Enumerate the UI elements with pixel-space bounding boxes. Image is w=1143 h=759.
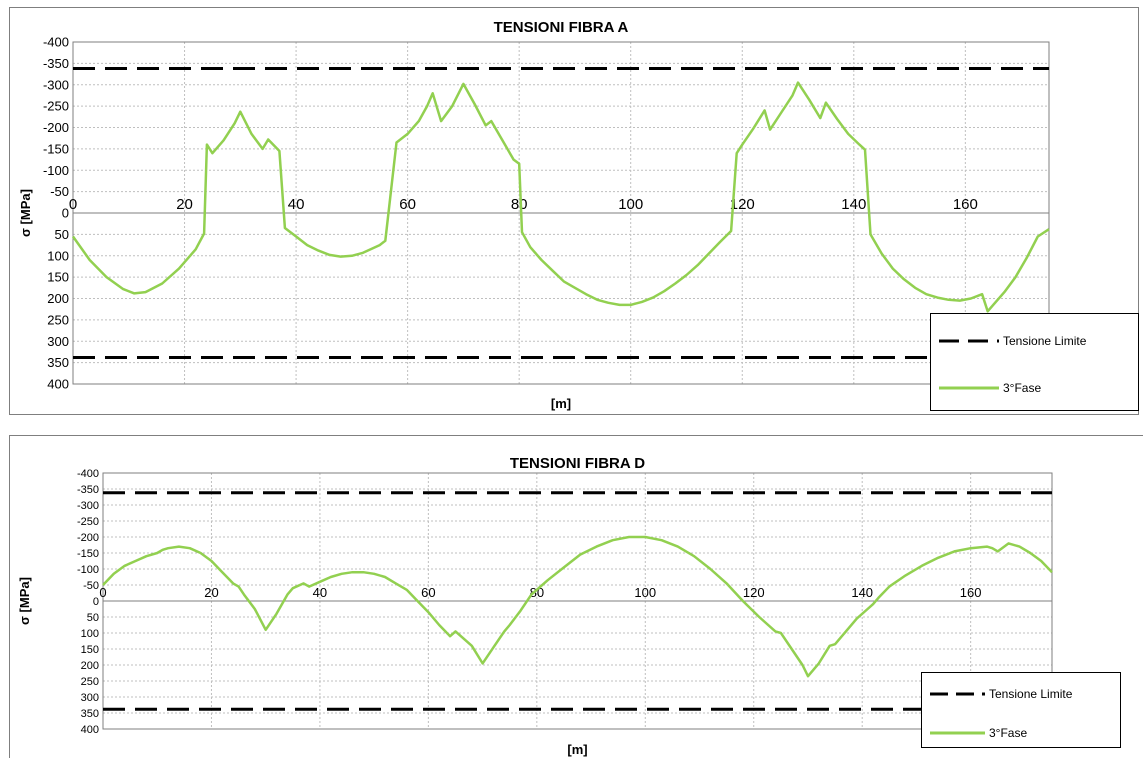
y-tick-label: 100 [81, 628, 99, 640]
y-tick-label: 150 [81, 644, 99, 656]
x-tick-label: 100 [618, 196, 643, 213]
x-tick-label: 80 [511, 196, 528, 213]
x-tick-label: 120 [730, 196, 755, 213]
y-tick-label: 200 [47, 291, 69, 306]
y-tick-label: 100 [47, 248, 69, 263]
chart-title: TENSIONI FIBRA D [510, 455, 645, 472]
y-tick-label: 400 [47, 377, 69, 392]
legend-line-solid [939, 386, 999, 390]
y-tick-label: 400 [81, 724, 99, 736]
legend-item-3-fase: 3°Fase [930, 726, 1027, 740]
chart-title: TENSIONI FIBRA A [494, 19, 629, 36]
y-tick-label: -50 [50, 184, 69, 199]
x-tick-label: 40 [288, 196, 305, 213]
chart-panel-fibra-d: -400 -350 -300 -250 -200 -150 -100 -50 0 50 100 150… [9, 435, 1143, 758]
legend-line-dashed [939, 339, 999, 343]
x-tick-label: 100 [634, 585, 656, 600]
y-tick-label: 350 [47, 355, 69, 370]
legend-item-tensione-limite: Tensione Limite [930, 687, 1072, 701]
y-tick-label: -250 [43, 99, 69, 114]
y-tick-label: -300 [77, 500, 99, 512]
y-axis-label: σ [MPa] [18, 189, 33, 237]
legend-label-tensione-limite: Tensione Limite [989, 687, 1073, 701]
legend-item-3-fase: 3°Fase [939, 381, 1041, 395]
legend-label-3-fase: 3°Fase [989, 726, 1028, 740]
x-tick-label: 60 [399, 196, 416, 213]
series-3-fase [102, 535, 1053, 678]
x-tick-label: 20 [204, 585, 218, 600]
y-tick-label: -200 [43, 120, 69, 135]
y-tick-label: -200 [77, 532, 99, 544]
y-tick-label: -150 [77, 548, 99, 560]
y-tick-label: 0 [93, 596, 99, 608]
x-tick-label: 0 [69, 196, 77, 213]
y-tick-label: 0 [62, 206, 69, 221]
x-tick-label: 60 [421, 585, 435, 600]
legend-label-3-fase: 3°Fase [1003, 381, 1042, 395]
y-axis-label: σ [MPa] [17, 577, 32, 625]
legend-line-dashed [930, 692, 985, 696]
x-tick-label: 140 [841, 196, 866, 213]
y-tick-label: 250 [81, 676, 99, 688]
legend-label-tensione-limite: Tensione Limite [1003, 334, 1087, 348]
y-tick-label: 150 [47, 270, 69, 285]
x-axis-label: [m] [567, 742, 587, 757]
y-tick-label: -50 [83, 580, 99, 592]
series-3-fase [71, 81, 1050, 313]
chart-panel-fibra-a: -400 -350 -300 -250 -200 -150 -100 -50 0 50 100 150… [9, 7, 1139, 415]
y-tick-label: -350 [77, 484, 99, 496]
legend-line-solid [930, 731, 985, 735]
x-tick-label: 160 [953, 196, 978, 213]
y-tick-label: 50 [87, 612, 99, 624]
x-tick-label: 40 [313, 585, 327, 600]
chart-fibra-d: -400-350-300-250-200-150-100-50050100150… [17, 455, 1053, 757]
y-tick-label: -150 [43, 141, 69, 156]
x-tick-label: 80 [530, 585, 544, 600]
x-tick-label: 120 [743, 585, 765, 600]
y-tick-label: -300 [43, 77, 69, 92]
chart-fibra-a: -400-350-300-250-200-150-100-50050100150… [18, 19, 1050, 411]
y-tick-label: -400 [77, 468, 99, 480]
y-tick-label: -350 [43, 56, 69, 71]
legend-item-tensione-limite: Tensione Limite [939, 334, 1086, 348]
x-tick-label: 140 [851, 585, 873, 600]
y-tick-label: 350 [81, 708, 99, 720]
x-axis-label: [m] [551, 396, 571, 411]
x-tick-label: 0 [99, 585, 106, 600]
legend-fibra-a: Tensione Limite 3°Fase [930, 313, 1139, 411]
y-tick-label: -400 [43, 35, 69, 50]
legend-fibra-d: Tensione Limite 3°Fase [921, 672, 1121, 748]
y-tick-label: 250 [47, 312, 69, 327]
y-tick-label: 50 [55, 227, 69, 242]
y-tick-label: 200 [81, 660, 99, 672]
y-tick-label: 300 [47, 334, 69, 349]
y-tick-label: -250 [77, 516, 99, 528]
y-tick-label: -100 [77, 564, 99, 576]
x-tick-label: 160 [960, 585, 982, 600]
y-tick-label: -100 [43, 163, 69, 178]
y-tick-label: 300 [81, 692, 99, 704]
x-tick-label: 20 [176, 196, 193, 213]
